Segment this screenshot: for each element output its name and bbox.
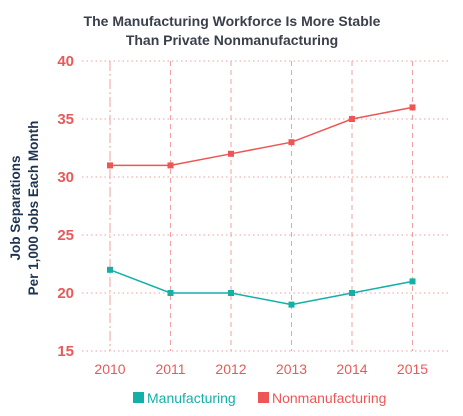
data-point-nonmanufacturing-2012 (228, 150, 234, 157)
data-point-nonmanufacturing-2014 (349, 116, 355, 122)
series-manufacturing (107, 266, 416, 308)
series-line-nonmanufacturing (110, 106, 413, 167)
data-point-nonmanufacturing-2013 (288, 139, 295, 146)
data-point-manufacturing-2015 (409, 278, 416, 285)
series (107, 104, 416, 308)
chart-title: The Manufacturing Workforce Is More Stab… (84, 13, 381, 48)
data-point-manufacturing-2011 (167, 290, 174, 296)
y-tick-label-15: 15 (57, 343, 74, 360)
grid (82, 60, 448, 352)
x-tick-label-2012: 2012 (215, 361, 246, 377)
y-axis-label-line-2: Per 1,000 Jobs Each Month (26, 121, 41, 296)
legend-swatch-nonmanufacturing (258, 392, 269, 403)
x-tick-label-2011: 2011 (155, 361, 185, 377)
y-axis-ticks: 15 20 25 30 35 40 (57, 53, 74, 360)
y-axis-label-line-1: Job Separations (8, 155, 23, 260)
x-axis-ticks: 2010 2011 2012 2013 2014 2015 (94, 361, 428, 377)
data-point-manufacturing-2013 (288, 301, 295, 308)
data-point-manufacturing-2010 (107, 266, 113, 273)
y-tick-label-25: 25 (57, 227, 74, 244)
x-tick-label-2013: 2013 (276, 361, 307, 377)
series-nonmanufacturing (107, 104, 416, 169)
legend-label-nonmanufacturing: Nonmanufacturing (272, 390, 386, 406)
y-tick-label-20: 20 (57, 285, 74, 302)
x-tick-label-2010: 2010 (94, 361, 125, 377)
x-tick-label-2014: 2014 (336, 361, 367, 377)
legend-swatch-manufacturing (133, 392, 144, 403)
y-tick-label-30: 30 (57, 169, 74, 186)
data-point-nonmanufacturing-2010 (107, 162, 113, 169)
data-point-manufacturing-2014 (349, 290, 355, 296)
y-axis-label: Job Separations Per 1,000 Jobs Each Mont… (8, 121, 41, 296)
chart-title-line-1: The Manufacturing Workforce Is More Stab… (84, 13, 381, 29)
data-point-nonmanufacturing-2011 (167, 162, 174, 169)
y-tick-label-35: 35 (57, 111, 74, 128)
series-line-manufacturing (109, 269, 413, 306)
legend: Manufacturing Nonmanufacturing (133, 390, 386, 406)
y-tick-label-40: 40 (57, 53, 74, 70)
data-point-nonmanufacturing-2015 (409, 104, 416, 111)
x-tick-label-2015: 2015 (397, 361, 428, 377)
chart-title-line-2: Than Private Nonmanufacturing (126, 32, 338, 48)
legend-label-manufacturing: Manufacturing (147, 390, 236, 406)
data-point-manufacturing-2012 (228, 290, 234, 296)
